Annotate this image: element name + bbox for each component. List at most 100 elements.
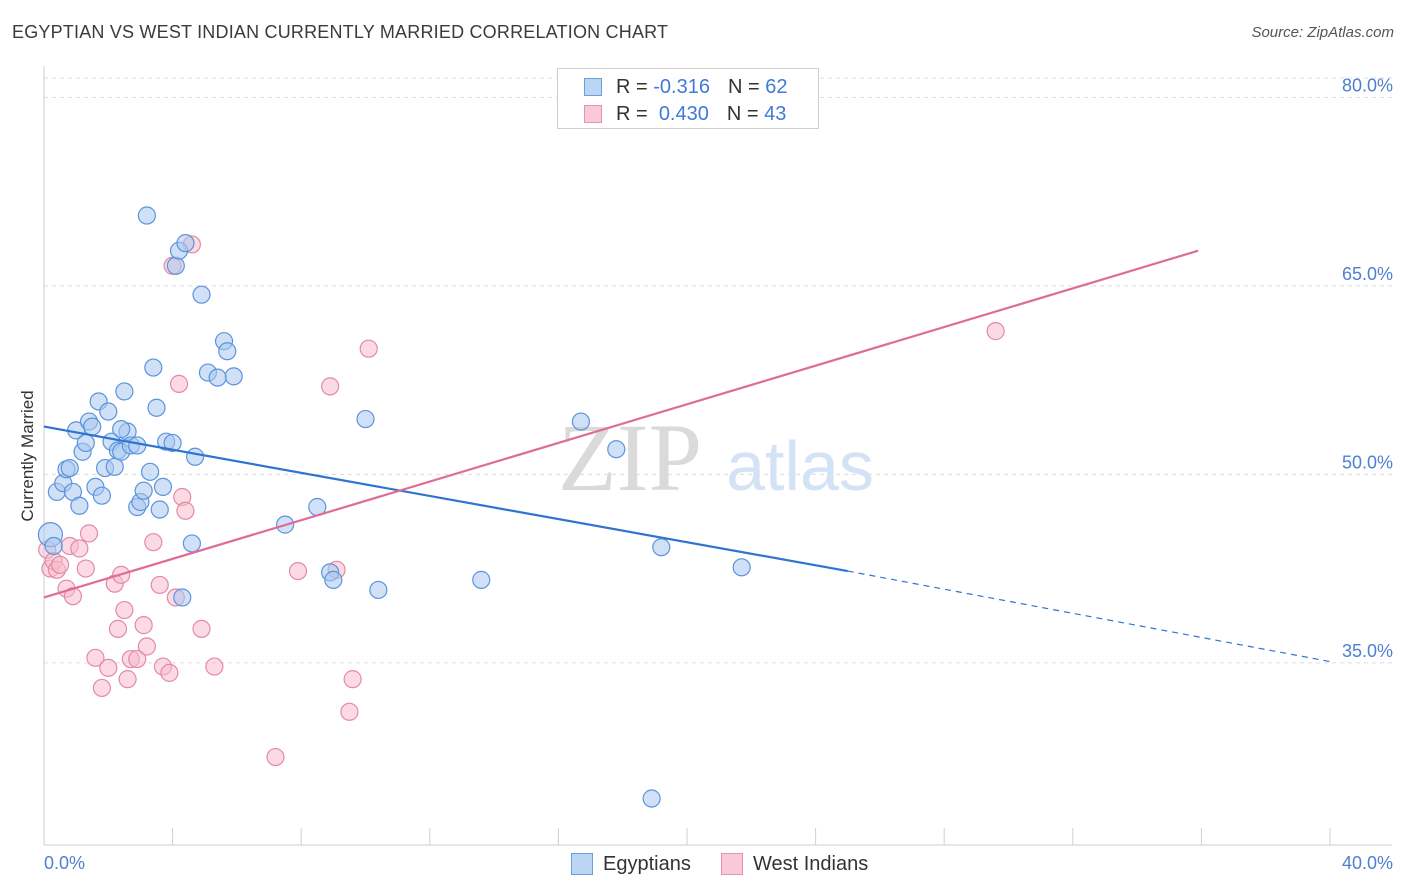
egyptian-point: [92, 486, 111, 505]
west-indian-point: [359, 339, 378, 358]
west-indian-point: [986, 322, 1005, 341]
y-tick-label: 50.0%: [1342, 452, 1393, 472]
egyptian-point: [186, 447, 205, 466]
bottom-legend-label: West Indians: [753, 852, 869, 875]
egyptian-point: [356, 409, 375, 429]
egyptian-point: [60, 458, 79, 478]
legend-swatch-blue: [584, 78, 602, 96]
chart-source: Source: ZipAtlas.com: [1251, 24, 1394, 41]
legend-r-label: R =: [616, 102, 648, 125]
egyptians-trend-line: [43, 425, 848, 573]
west-indian-point: [108, 619, 128, 638]
bottom-legend-swatch-blue: [571, 853, 593, 875]
west-indian-point: [115, 600, 134, 620]
egyptian-point: [324, 570, 343, 589]
west-indian-point: [266, 747, 285, 767]
egyptians-trend-extension: [847, 570, 1331, 663]
west-indian-point: [92, 678, 111, 698]
legend-swatch-pink: [584, 105, 602, 123]
legend-n-label: N =: [727, 75, 760, 98]
west-indian-point: [70, 539, 89, 558]
egyptian-point: [163, 433, 182, 453]
west-indian-point: [137, 637, 156, 656]
legend-row-west-indians: R = 0.430 N = 43: [584, 102, 786, 126]
west-indian-point: [169, 374, 189, 393]
egyptian-point: [112, 420, 131, 439]
west-indian-point: [128, 649, 147, 669]
west-indian-point: [99, 658, 118, 677]
egyptian-point: [144, 358, 163, 377]
bottom-legend-west-indians: West Indians: [721, 852, 868, 876]
chart-title: EGYPTIAN VS WEST INDIAN CURRENTLY MARRIE…: [12, 22, 669, 42]
egyptian-point: [224, 367, 243, 386]
egyptian-point: [137, 206, 156, 225]
y-tick-label: 80.0%: [1342, 75, 1393, 95]
west-indian-point: [205, 657, 224, 676]
egyptian-point: [652, 538, 671, 557]
egyptian-point: [642, 789, 661, 808]
west-indian-point: [79, 524, 99, 543]
egyptian-point: [182, 534, 201, 553]
bottom-legend-label: Egyptians: [603, 852, 691, 875]
x-tick-label: 0.0%: [44, 853, 85, 873]
west-indian-point: [288, 561, 308, 581]
west-indian-point: [118, 670, 137, 689]
axis-layer: 80.0% 65.0% 50.0% 35.0% 0.0% 40.0%: [43, 66, 1393, 873]
y-tick-label: 65.0%: [1342, 264, 1393, 284]
egyptian-point: [150, 500, 169, 519]
bottom-legend-swatch-pink: [721, 853, 743, 875]
watermark: ZIP atlas: [558, 404, 874, 511]
west-indian-point: [134, 616, 153, 635]
egyptian-point: [166, 256, 185, 275]
legend-r-label: R =: [616, 75, 648, 98]
y-axis-label: Currently Married: [18, 390, 37, 521]
legend-row-egyptians: R = -0.316 N = 62: [584, 75, 787, 99]
west-indian-point: [50, 555, 70, 574]
egyptian-point: [208, 368, 227, 387]
legend-n-value: 43: [764, 102, 787, 125]
watermark-atlas: atlas: [726, 427, 874, 505]
egyptian-point: [76, 433, 95, 453]
legend-n-value: 62: [765, 75, 788, 98]
egyptians-points: [37, 206, 751, 808]
egyptian-point: [571, 412, 591, 431]
egyptian-point: [99, 402, 118, 421]
stats-legend: R = -0.316 N = 62 R = 0.430 N = 43: [557, 68, 819, 129]
egyptian-point: [44, 536, 63, 556]
bottom-legend-egyptians: Egyptians: [571, 852, 691, 876]
egyptian-point: [192, 285, 211, 304]
egyptian-point: [134, 481, 153, 500]
egyptian-point: [83, 417, 102, 436]
west-indian-point: [192, 619, 211, 638]
egyptian-point: [607, 440, 626, 459]
x-tick-label: 40.0%: [1342, 853, 1393, 873]
west-indian-point: [321, 377, 340, 396]
legend-r-value: 0.430: [658, 102, 709, 125]
west-indian-point: [176, 501, 195, 520]
west-indian-point: [86, 648, 105, 667]
west-indian-point: [150, 575, 169, 595]
egyptian-point: [70, 496, 89, 515]
egyptian-point: [472, 570, 491, 589]
west-indian-point: [144, 533, 163, 552]
egyptian-point: [140, 462, 160, 481]
y-tick-label: 35.0%: [1342, 641, 1393, 661]
legend-r-value: -0.316: [653, 75, 710, 98]
egyptian-point: [369, 580, 388, 600]
egyptian-point: [115, 382, 134, 401]
west-indian-point: [76, 559, 95, 578]
egyptian-point: [153, 477, 173, 497]
trend-lines: [43, 249, 1331, 663]
egyptian-point: [218, 342, 237, 361]
egyptian-point: [173, 588, 192, 607]
west-indian-point: [340, 702, 359, 721]
legend-n-label: N =: [726, 102, 759, 125]
west-indians-trend-line: [43, 249, 1199, 599]
egyptian-point: [147, 398, 166, 417]
west-indian-point: [343, 670, 362, 689]
grid-layer: [44, 77, 1392, 664]
egyptian-point: [176, 234, 195, 253]
egyptian-point: [105, 457, 124, 476]
egyptian-point: [732, 558, 751, 577]
